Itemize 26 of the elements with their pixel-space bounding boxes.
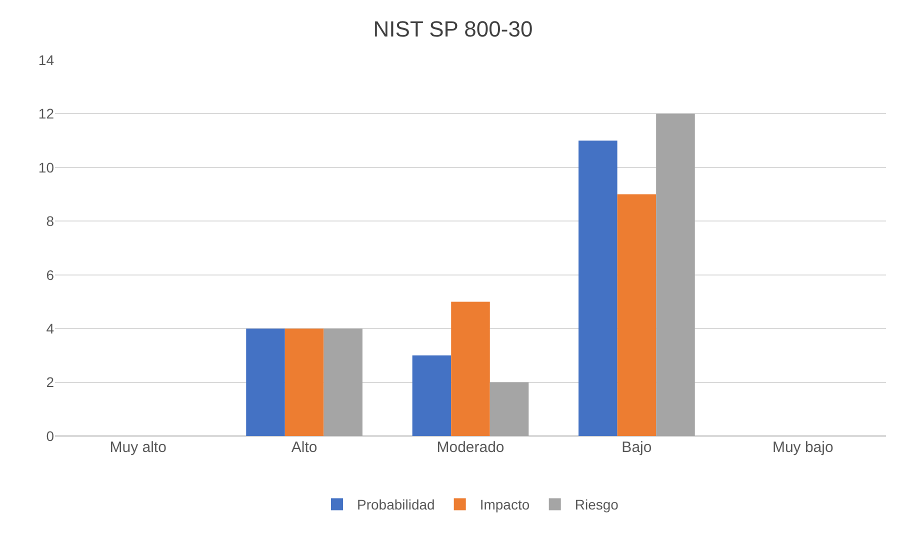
bar: [656, 114, 695, 436]
bar: [412, 355, 452, 436]
y-tick-label: 2: [46, 374, 54, 390]
y-tick-label: 4: [46, 320, 54, 336]
bar: [324, 328, 362, 436]
legend-label: Riesgo: [574, 496, 619, 513]
x-tick-label: Moderado: [436, 439, 504, 456]
chart-title: NIST SP 800-30: [373, 16, 533, 42]
legend-label: Probabilidad: [357, 496, 435, 513]
bar: [246, 328, 285, 436]
bar: [578, 140, 618, 436]
x-tick-label: Muy bajo: [772, 439, 834, 456]
legend-label: Impacto: [480, 496, 530, 513]
y-tick-label: 8: [46, 213, 54, 230]
y-tick-label: 10: [38, 159, 54, 176]
bar: [451, 302, 490, 436]
y-tick-label: 0: [46, 428, 54, 444]
bar: [617, 194, 656, 436]
x-tick-label: Alto: [291, 439, 318, 456]
y-tick-label: 14: [38, 52, 54, 68]
bar: [284, 328, 324, 436]
y-tick-label: 6: [46, 266, 54, 283]
x-tick-label: Bajo: [622, 439, 652, 456]
x-tick-label: Muy alto: [110, 439, 166, 456]
y-tick-label: 12: [38, 106, 54, 122]
bar: [490, 382, 529, 436]
